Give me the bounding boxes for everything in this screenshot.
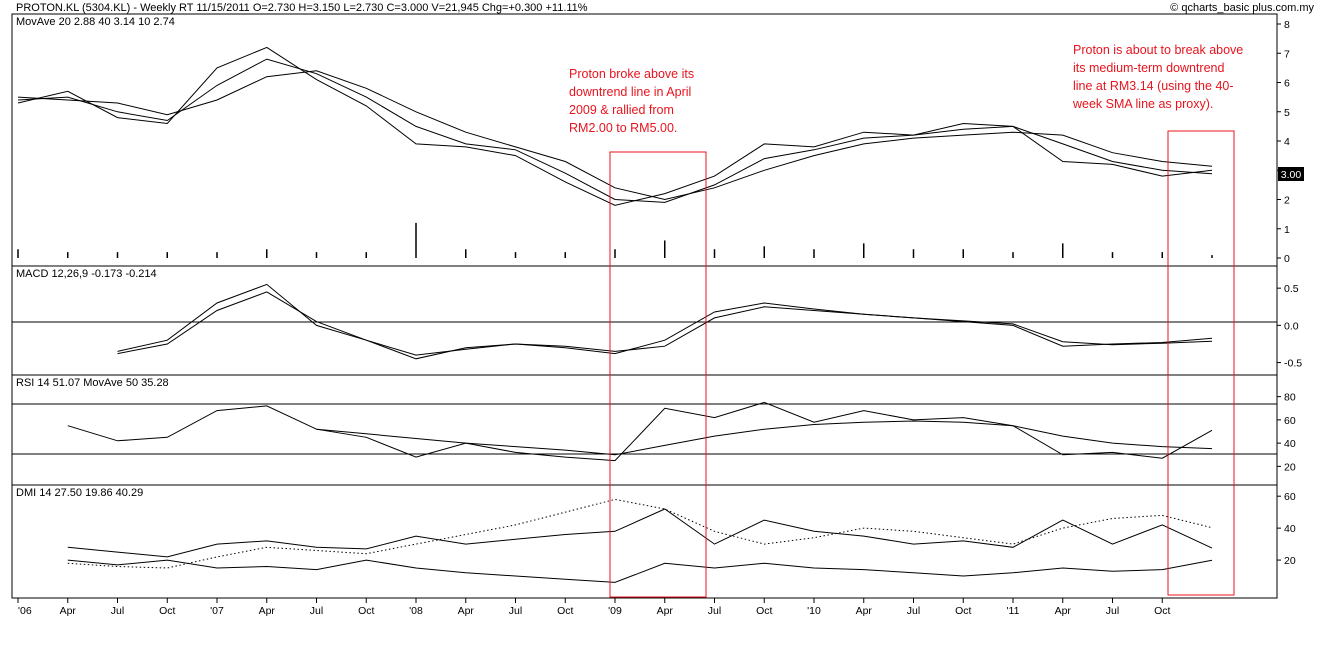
- rsi-series-line-1: [316, 420, 1213, 456]
- rsi-tick-label: 80: [1284, 392, 1296, 404]
- rsi-series-line-0: [67, 401, 1213, 462]
- time-tick-label: '06: [18, 605, 32, 617]
- time-tick-label: Apr: [657, 605, 674, 617]
- price-tick-label: 7: [1284, 48, 1290, 60]
- price-tick-label: 8: [1284, 19, 1290, 31]
- time-tick-label: Oct: [955, 605, 971, 617]
- time-tick-label: '11: [1007, 605, 1020, 617]
- rsi-axis-ticks: 80 60 40 20: [1277, 392, 1296, 473]
- macd-tick-label: 0.0: [1284, 320, 1299, 332]
- price-tick-label: 5: [1284, 107, 1290, 119]
- rsi-label: RSI 14 51.07 MovAve 50 35.28: [16, 377, 169, 389]
- price-series-line-1: [17, 58, 1213, 203]
- annotation-2011-line: line at RM3.14 (using the 40-: [1073, 79, 1234, 93]
- ohlc-header: PROTON.KL (5304.KL) - Weekly RT 11/15/20…: [16, 2, 588, 14]
- time-tick-label: Jul: [509, 605, 522, 617]
- last-price-badge: 3.00: [1281, 169, 1302, 181]
- time-axis: '06 Apr Jul Oct '07 Apr Jul Oct '08 Apr Jul Oct '09 A…: [17, 598, 1170, 617]
- time-tick-label: Oct: [557, 605, 573, 617]
- time-tick-label: Jul: [907, 605, 920, 617]
- breakout-2011-box: [1167, 130, 1235, 596]
- mov-ave-header: MovAve 20 2.88 40 3.14 10 2.74: [16, 16, 175, 28]
- annotation-2011-line: week SMA line as proxy).: [1072, 97, 1213, 111]
- rsi-tick-label: 60: [1284, 415, 1296, 427]
- dmi-series-line-1: [67, 559, 1213, 583]
- dmi-tick-label: 60: [1284, 491, 1296, 503]
- time-tick-label: Jul: [708, 605, 721, 617]
- annotation-2009-line: RM2.00 to RM5.00.: [569, 121, 677, 135]
- price-tick-label: 1: [1284, 224, 1290, 236]
- dmi-label: DMI 14 27.50 19.86 40.29: [16, 487, 143, 499]
- rsi-tick-label: 20: [1284, 461, 1296, 473]
- dmi-panel-frame: [11, 484, 1278, 599]
- time-tick-label: Jul: [310, 605, 323, 617]
- macd-tick-label: -0.5: [1284, 358, 1302, 370]
- rsi-series: [67, 401, 1213, 462]
- macd-axis-ticks: 0.5 0.0 -0.5: [1277, 283, 1302, 370]
- price-tick-label: 0: [1284, 253, 1290, 265]
- annotation-2009: Proton broke above its downtrend line in…: [569, 67, 698, 135]
- dmi-tick-label: 40: [1284, 523, 1296, 535]
- dmi-axis-ticks: 60 40 20: [1277, 491, 1296, 567]
- annotation-2011-line: Proton is about to break above: [1073, 43, 1243, 57]
- time-tick-label: '09: [608, 605, 622, 617]
- annotation-2011: Proton is about to break above its mediu…: [1072, 43, 1247, 111]
- macd-tick-label: 0.5: [1284, 283, 1299, 295]
- volume-bars: [17, 222, 1213, 258]
- annotation-2009-line: 2009 & rallied from: [569, 103, 674, 117]
- price-tick-label: 2: [1284, 195, 1290, 207]
- time-tick-label: Apr: [458, 605, 475, 617]
- time-tick-label: Jul: [111, 605, 124, 617]
- time-tick-label: '07: [210, 605, 224, 617]
- source-credit: © qcharts_basic plus.com.my: [1170, 2, 1314, 14]
- time-tick-label: Oct: [1154, 605, 1170, 617]
- dmi-series-line-2: [67, 498, 1213, 569]
- time-tick-label: Apr: [60, 605, 77, 617]
- breakout-2009-box: [609, 151, 707, 598]
- annotation-2011-line: its medium-term downtrend: [1073, 61, 1224, 75]
- price-series-line-2: [17, 70, 1213, 201]
- macd-series-line-1: [117, 291, 1213, 356]
- price-axis-ticks: 876543210: [1277, 19, 1290, 265]
- time-tick-label: Apr: [1055, 605, 1072, 617]
- price-series: [17, 46, 1213, 206]
- macd-label: MACD 12,26,9 -0.173 -0.214: [16, 268, 157, 280]
- last-price-badge-bg: [1278, 167, 1304, 181]
- annotation-2009-line: downtrend line in April: [569, 85, 691, 99]
- time-tick-label: '08: [409, 605, 423, 617]
- time-tick-label: '10: [807, 605, 821, 617]
- time-tick-label: Oct: [358, 605, 374, 617]
- price-tick-label: 6: [1284, 78, 1290, 90]
- macd-series: [117, 283, 1213, 360]
- time-tick-label: Apr: [259, 605, 276, 617]
- time-tick-label: Oct: [159, 605, 175, 617]
- time-tick-label: Oct: [756, 605, 772, 617]
- annotation-2009-line: Proton broke above its: [569, 67, 694, 81]
- time-tick-label: Apr: [856, 605, 873, 617]
- dmi-tick-label: 20: [1284, 555, 1296, 567]
- dmi-series-line-0: [67, 508, 1213, 558]
- dmi-series: [67, 498, 1213, 583]
- time-tick-label: Jul: [1106, 605, 1119, 617]
- price-tick-label: 4: [1284, 136, 1290, 148]
- rsi-tick-label: 40: [1284, 438, 1296, 450]
